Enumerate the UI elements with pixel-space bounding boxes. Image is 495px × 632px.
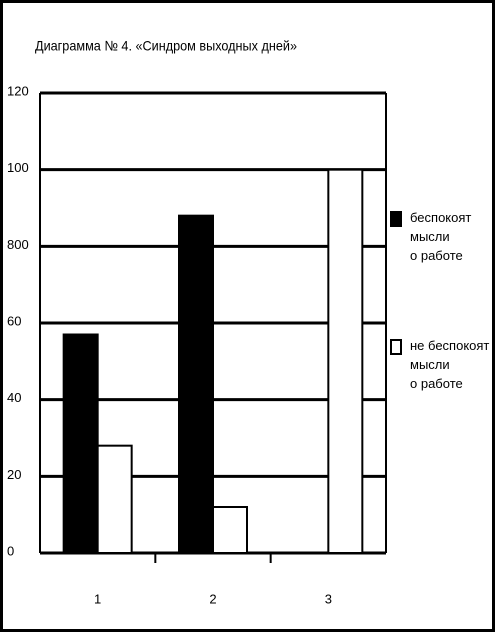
y-tick-label: 60 <box>7 313 21 328</box>
y-tick-label: 0 <box>7 543 14 558</box>
legend-label: не беспокоят мысли о работе <box>410 338 490 391</box>
legend-label: беспокоят мысли о работе <box>410 210 472 263</box>
legend-swatch <box>390 339 402 355</box>
bar <box>96 444 133 554</box>
chart-title: Диаграмма № 4. «Синдром выходных дней» <box>35 38 297 54</box>
bar <box>327 168 364 555</box>
y-tick-label: 20 <box>7 467 21 482</box>
bar <box>62 333 99 554</box>
x-tick-label: 1 <box>94 591 101 606</box>
legend-swatch <box>390 211 402 227</box>
x-tick-label: 2 <box>209 591 216 606</box>
y-tick-label: 800 <box>7 237 29 252</box>
bar <box>178 214 214 555</box>
y-tick-label: 40 <box>7 390 21 405</box>
y-tick-label: 120 <box>7 83 29 98</box>
y-tick-label: 100 <box>7 160 29 175</box>
x-tick-label: 3 <box>325 591 332 606</box>
bar <box>212 506 248 554</box>
